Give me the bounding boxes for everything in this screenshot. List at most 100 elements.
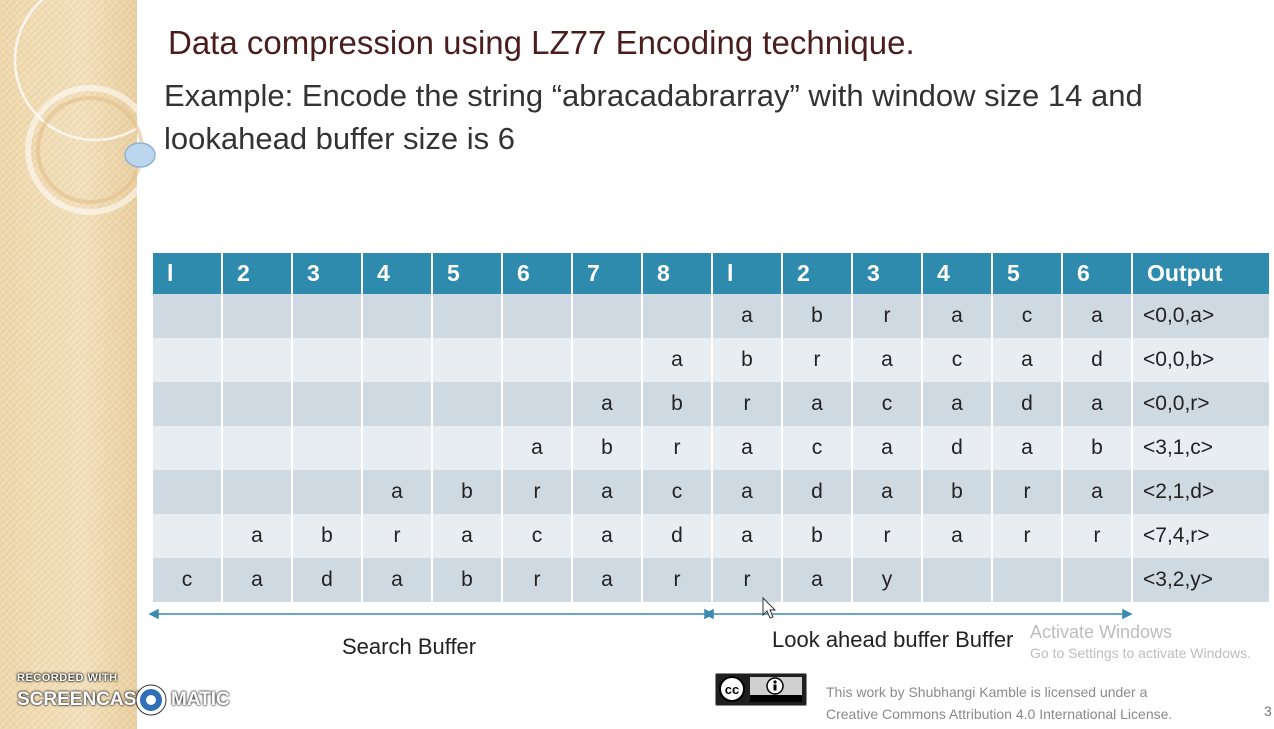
lookahead-buffer-arrow xyxy=(703,608,1133,620)
table-cell xyxy=(293,338,361,382)
table-cell: d xyxy=(783,470,851,514)
table-cell: r xyxy=(993,514,1061,558)
table-cell: a xyxy=(223,514,291,558)
table-cell: b xyxy=(1063,426,1131,470)
header-cell: 2 xyxy=(223,253,291,294)
table-cell xyxy=(363,294,431,338)
table-cell: b xyxy=(573,426,641,470)
table-row: a b r a c a d a <0,0,r> xyxy=(153,382,1269,426)
table-cell: r xyxy=(503,558,571,602)
table-cell: a xyxy=(923,382,991,426)
output-cell: <2,1,d> xyxy=(1133,470,1269,514)
table-cell: a xyxy=(783,382,851,426)
decorative-bubble-icon xyxy=(124,142,156,168)
table-cell xyxy=(1063,558,1131,602)
table-cell: d xyxy=(923,426,991,470)
table-cell: d xyxy=(1063,338,1131,382)
table-cell: a xyxy=(363,470,431,514)
table-cell: b xyxy=(783,514,851,558)
license-line2[interactable]: Creative Commons Attribution 4.0 Interna… xyxy=(826,706,1173,722)
table-row: a b r a c a d a b <3,1,c> xyxy=(153,426,1269,470)
table-cell: a xyxy=(853,470,921,514)
output-cell: <3,1,c> xyxy=(1133,426,1269,470)
table-cell: b xyxy=(643,382,711,426)
table-cell xyxy=(363,382,431,426)
table-cell: d xyxy=(643,514,711,558)
table-cell: a xyxy=(573,470,641,514)
table-cell: b xyxy=(293,514,361,558)
table-header-row: l 2 3 4 5 6 7 8 l 2 3 4 5 6 Output xyxy=(153,253,1269,294)
table-cell xyxy=(503,382,571,426)
table-cell: a xyxy=(993,338,1061,382)
header-cell: l xyxy=(153,253,221,294)
table-cell: r xyxy=(503,470,571,514)
header-cell: 4 xyxy=(923,253,991,294)
table-cell: b xyxy=(433,558,501,602)
lookahead-buffer-label: Look ahead buffer Buffer xyxy=(772,627,1014,652)
search-buffer-arrow xyxy=(148,608,715,620)
table-row: a b r a c a d a b r a r r <7,4,r> xyxy=(153,514,1269,558)
table-cell: a xyxy=(573,558,641,602)
table-cell xyxy=(153,470,221,514)
table-cell xyxy=(223,338,291,382)
output-cell: <7,4,r> xyxy=(1133,514,1269,558)
table-cell xyxy=(153,382,221,426)
table-cell: r xyxy=(713,558,781,602)
decorative-rings xyxy=(13,0,170,215)
table-cell: a xyxy=(713,514,781,558)
table-cell: r xyxy=(853,294,921,338)
table-cell: y xyxy=(853,558,921,602)
table-cell xyxy=(293,470,361,514)
table-cell: r xyxy=(713,382,781,426)
search-buffer-label: Search Buffer xyxy=(342,634,477,659)
license-line1: This work by Shubhangi Kamble is license… xyxy=(826,684,1148,700)
table-cell: a xyxy=(713,426,781,470)
table-cell: r xyxy=(643,426,711,470)
table-row: a b r a c a d a b r a <2,1,d> xyxy=(153,470,1269,514)
table-cell: r xyxy=(783,338,851,382)
table-cell xyxy=(433,338,501,382)
table-cell: c xyxy=(993,294,1061,338)
table-cell xyxy=(923,558,991,602)
table-cell: a xyxy=(713,294,781,338)
table-cell: c xyxy=(643,470,711,514)
output-cell: <3,2,y> xyxy=(1133,558,1269,602)
table-cell: a xyxy=(1063,382,1131,426)
table-cell: d xyxy=(293,558,361,602)
slide-subtitle: Example: Encode the string “abracadabrar… xyxy=(164,78,1143,156)
table-cell: r xyxy=(363,514,431,558)
table-cell xyxy=(993,558,1061,602)
watermark-line2: Go to Settings to activate Windows. xyxy=(1030,645,1251,661)
table-cell xyxy=(223,294,291,338)
table-cell: a xyxy=(1063,294,1131,338)
table-cell: c xyxy=(783,426,851,470)
header-cell: 4 xyxy=(363,253,431,294)
table-cell: b xyxy=(783,294,851,338)
screencast-logo-icon xyxy=(135,684,167,716)
table-cell xyxy=(573,338,641,382)
table-cell xyxy=(153,294,221,338)
table-cell: a xyxy=(713,470,781,514)
table-cell: a xyxy=(223,558,291,602)
cc-by-badge-icon: cc xyxy=(715,673,807,706)
table-cell: b xyxy=(923,470,991,514)
table-cell: a xyxy=(923,294,991,338)
header-cell: 2 xyxy=(783,253,851,294)
watermark-line1: Activate Windows xyxy=(1030,622,1173,642)
output-cell: <0,0,r> xyxy=(1133,382,1269,426)
table-cell: r xyxy=(1063,514,1131,558)
header-cell-output: Output xyxy=(1133,253,1269,294)
table-cell xyxy=(293,294,361,338)
slide-title: Data compression using LZ77 Encoding tec… xyxy=(168,24,915,61)
table-cell: b xyxy=(713,338,781,382)
decorative-left-strip xyxy=(0,0,137,729)
table-cell: c xyxy=(503,514,571,558)
table-cell: c xyxy=(153,558,221,602)
table-cell xyxy=(153,426,221,470)
table-cell: a xyxy=(433,514,501,558)
table-cell xyxy=(293,426,361,470)
header-cell: 6 xyxy=(503,253,571,294)
table-cell: a xyxy=(1063,470,1131,514)
table-cell xyxy=(503,294,571,338)
table-cell: a xyxy=(853,338,921,382)
